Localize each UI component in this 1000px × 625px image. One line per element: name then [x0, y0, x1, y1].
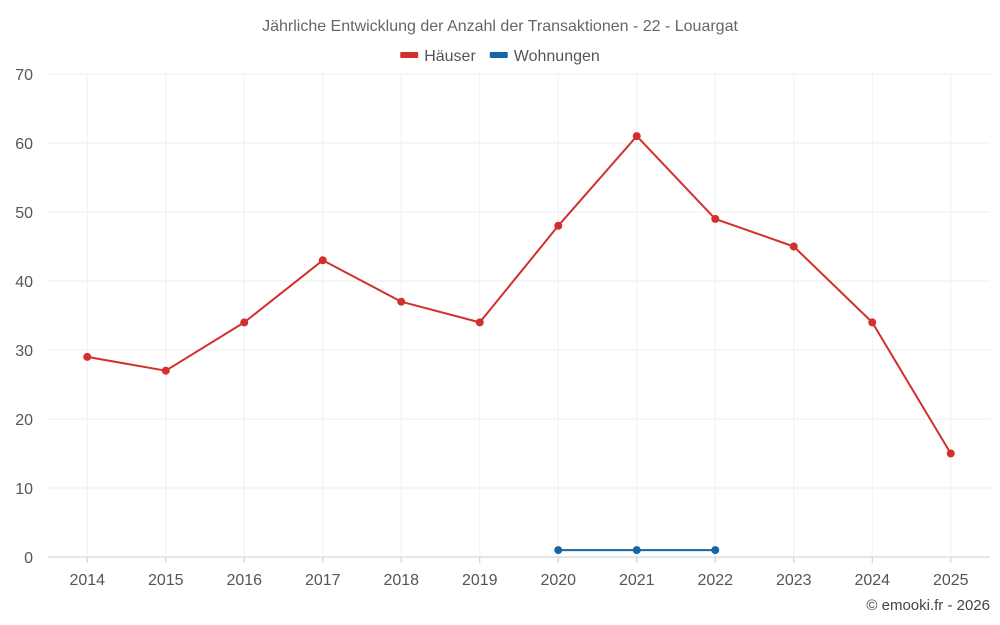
x-tick-label: 2015 [148, 572, 184, 589]
x-tick-label: 2024 [854, 572, 890, 589]
y-tick-label: 10 [15, 481, 33, 498]
data-point [632, 132, 641, 141]
chart-title: Jährliche Entwicklung der Anzahl der Tra… [262, 18, 738, 35]
data-point [868, 318, 877, 327]
legend-item-0: Häuser [400, 48, 476, 65]
series-1 [554, 546, 720, 555]
axes: 0 10 20 30 40 50 60 70 2014 2015 2016 2017 2018 2019 2… [15, 67, 968, 589]
legend-label: Häuser [424, 48, 476, 65]
x-tick-label: 2022 [697, 572, 733, 589]
x-tick-label: 2025 [933, 572, 969, 589]
data-point [475, 318, 484, 327]
y-tick-label: 60 [15, 136, 33, 153]
legend-item-1: Wohnungen [489, 48, 600, 65]
data-point [397, 297, 406, 306]
data-point [632, 546, 641, 555]
x-tick-label: 2017 [305, 572, 341, 589]
data-point [946, 449, 955, 458]
data-point [83, 352, 92, 361]
data-point [318, 256, 327, 265]
grid [48, 73, 990, 558]
x-tick-label: 2014 [69, 572, 105, 589]
data-point [789, 242, 798, 251]
credit-text: © emooki.fr - 2026 [866, 597, 990, 614]
x-tick-label: 2023 [776, 572, 812, 589]
series-group [83, 132, 955, 555]
x-tick-label: 2021 [619, 572, 655, 589]
data-point [554, 221, 563, 230]
data-point [711, 546, 720, 555]
legend-label: Wohnungen [514, 48, 600, 65]
x-tick-label: 2019 [462, 572, 498, 589]
legend: Häuser Wohnungen [400, 48, 600, 65]
y-tick-label: 20 [15, 412, 33, 429]
y-tick-label: 40 [15, 274, 33, 291]
legend-swatch [489, 52, 508, 58]
y-tick-label: 0 [24, 550, 33, 567]
series-0 [83, 132, 955, 458]
series-line [87, 135, 952, 455]
x-tick-label: 2020 [540, 572, 576, 589]
y-tick-label: 30 [15, 343, 33, 360]
y-tick-label: 50 [15, 205, 33, 222]
x-tick-label: 2016 [226, 572, 262, 589]
data-point [554, 546, 563, 555]
data-point [711, 214, 720, 223]
x-tick-label: 2018 [383, 572, 419, 589]
data-point [240, 318, 249, 327]
data-point [161, 366, 170, 375]
y-tick-label: 70 [15, 67, 33, 84]
legend-swatch [400, 52, 419, 58]
